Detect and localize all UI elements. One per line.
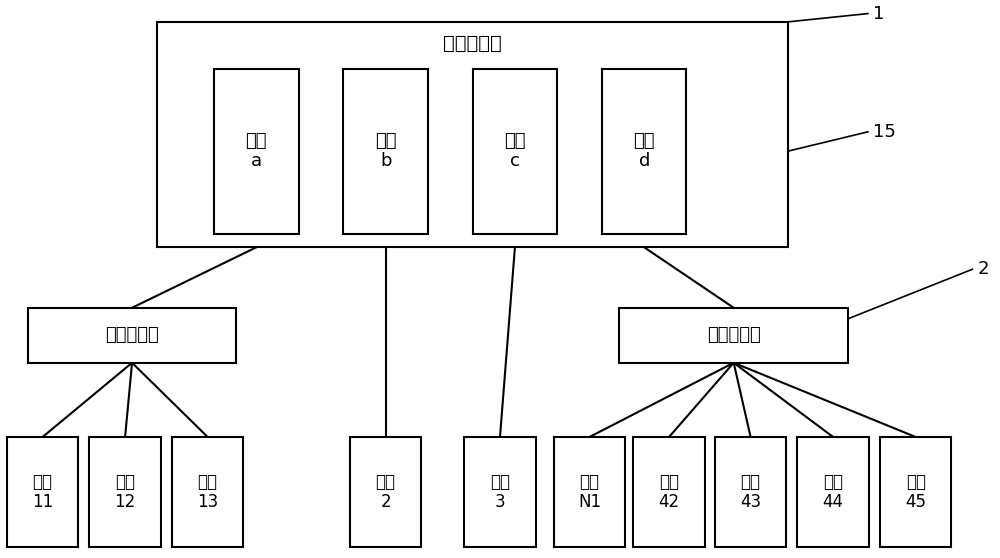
Text: 设备
2: 设备 2 [376, 473, 396, 511]
Bar [89, 437, 161, 547]
Text: 15: 15 [873, 123, 896, 141]
Text: 光口
b: 光口 b [375, 132, 396, 170]
Bar [473, 69, 557, 234]
Bar [172, 437, 243, 547]
Bar [880, 437, 951, 547]
Bar [214, 69, 299, 234]
Text: 设备
12: 设备 12 [114, 473, 136, 511]
Text: 光口
c: 光口 c [504, 132, 526, 170]
Text: 设备
45: 设备 45 [905, 473, 926, 511]
Bar [602, 69, 686, 234]
Text: 设备
N1: 设备 N1 [578, 473, 601, 511]
Text: 光口
d: 光口 d [633, 132, 655, 170]
Text: 设备
42: 设备 42 [658, 473, 680, 511]
Text: 1: 1 [873, 4, 884, 22]
Bar [157, 22, 788, 247]
Text: 设备
43: 设备 43 [740, 473, 761, 511]
Bar [797, 437, 869, 547]
Bar [28, 308, 236, 363]
Bar [715, 437, 786, 547]
Text: 设备
44: 设备 44 [823, 473, 844, 511]
Bar [554, 437, 625, 547]
Bar [350, 437, 421, 547]
Text: 光纤耦合器: 光纤耦合器 [105, 326, 159, 344]
Bar [633, 437, 705, 547]
Bar [464, 437, 536, 547]
Bar [343, 69, 428, 234]
Bar [619, 308, 848, 363]
Text: 设备
13: 设备 13 [197, 473, 218, 511]
Text: 设备
11: 设备 11 [32, 473, 53, 511]
Text: 交换机本体: 交换机本体 [443, 35, 502, 54]
Bar [7, 437, 78, 547]
Text: 光纤耦合器: 光纤耦合器 [707, 326, 761, 344]
Text: 设备
3: 设备 3 [490, 473, 510, 511]
Text: 2: 2 [977, 260, 989, 278]
Text: 光口
a: 光口 a [246, 132, 267, 170]
